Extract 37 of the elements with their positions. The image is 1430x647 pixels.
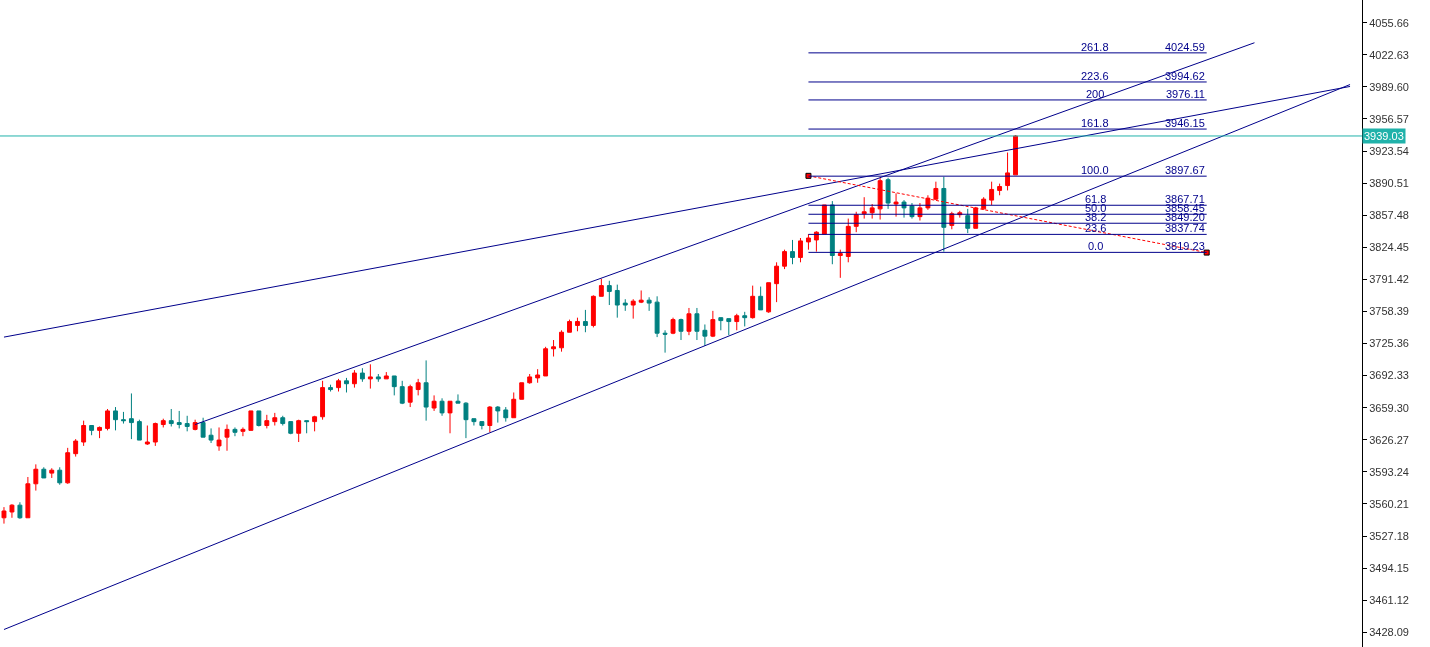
- y-tick-label: 3659.30: [1369, 401, 1409, 414]
- data-label: 3976.11: [1166, 88, 1205, 100]
- y-tick-label: 3791.42: [1369, 273, 1409, 286]
- y-tick-label: 3989.60: [1369, 80, 1409, 93]
- data-label: 3897.67: [1165, 164, 1205, 176]
- series-label: 223.6: [1081, 70, 1109, 82]
- data-label: 4024.59: [1165, 41, 1205, 53]
- series-label: 161.8: [1081, 117, 1109, 129]
- y-tick-label: 3593.24: [1369, 465, 1409, 478]
- series-label: 23.6: [1085, 222, 1107, 234]
- y-tick-label: 3923.54: [1369, 144, 1409, 157]
- data-label: 3994.62: [1165, 70, 1205, 82]
- data-label: 3837.74: [1165, 222, 1205, 234]
- y-tick-label: 3692.33: [1369, 369, 1409, 382]
- y-tick-label: 3758.39: [1369, 305, 1409, 318]
- y-tick-label: 3824.45: [1369, 241, 1409, 254]
- y-tick-label: 3527.18: [1369, 529, 1409, 542]
- y-tick-label: 3956.57: [1369, 112, 1409, 125]
- y-tick-label: 3890.51: [1369, 176, 1409, 189]
- y-tick-label: 3461.12: [1369, 594, 1409, 607]
- y-tick-label: 3428.09: [1369, 626, 1409, 639]
- y-tick-label: 3857.48: [1369, 209, 1409, 222]
- series-label: 0.0: [1088, 240, 1104, 252]
- y-tick-label: 3725.36: [1369, 337, 1409, 350]
- series-label: 261.8: [1081, 41, 1109, 53]
- y-tick-label: 3626.27: [1369, 433, 1409, 446]
- y-tick-label: 4022.63: [1369, 48, 1409, 61]
- data-label: 3867.71: [1165, 193, 1205, 205]
- y-tick-label: 3560.21: [1369, 497, 1409, 510]
- y-tick-label: 4055.66: [1369, 16, 1409, 29]
- series-label: 100.0: [1081, 164, 1109, 176]
- data-label: 3819.23: [1165, 240, 1205, 252]
- y-tick-label: 3494.15: [1369, 562, 1409, 575]
- data-label: 3946.15: [1165, 117, 1205, 129]
- series-label: 200: [1086, 88, 1105, 100]
- ref-line-label: 3939.03: [1364, 130, 1404, 142]
- series-label: 61.8: [1085, 193, 1107, 205]
